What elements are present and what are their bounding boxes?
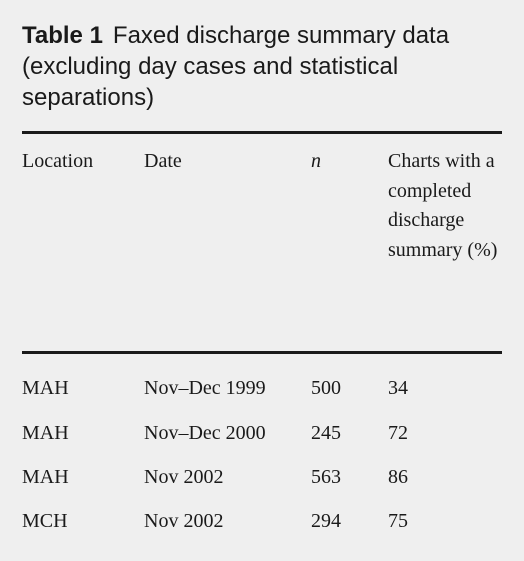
table-cell: Nov 2002 <box>144 510 224 532</box>
column-header: Location <box>22 150 94 172</box>
table-cell: MCH <box>22 510 68 532</box>
column-header: Date <box>144 150 182 172</box>
table-cell: 294 <box>311 510 341 532</box>
table-cell: 563 <box>311 466 341 488</box>
column-header: Charts with a completed discharge summar… <box>388 150 498 261</box>
table-cell: 72 <box>388 422 408 444</box>
table-cell: 86 <box>388 466 408 488</box>
table-caption: Table 1 Faxed discharge summary data (exc… <box>22 20 502 113</box>
table-cell: MAH <box>22 466 69 488</box>
table-title: Faxed discharge summary data (excluding … <box>22 22 450 111</box>
table-cell: 500 <box>311 377 341 399</box>
table-cell: Nov–Dec 1999 <box>144 377 266 399</box>
table-cell: Nov 2002 <box>144 466 224 488</box>
table-cell: 34 <box>388 377 408 399</box>
header-rule <box>22 351 502 354</box>
table-label: Table 1 <box>22 22 103 49</box>
column-header: n <box>311 150 321 172</box>
table-cell: 245 <box>311 422 341 444</box>
table-cell: Nov–Dec 2000 <box>144 422 266 444</box>
top-rule <box>22 131 502 134</box>
table-cell: MAH <box>22 377 69 399</box>
table-cell: 75 <box>388 510 408 532</box>
table-cell: MAH <box>22 422 69 444</box>
